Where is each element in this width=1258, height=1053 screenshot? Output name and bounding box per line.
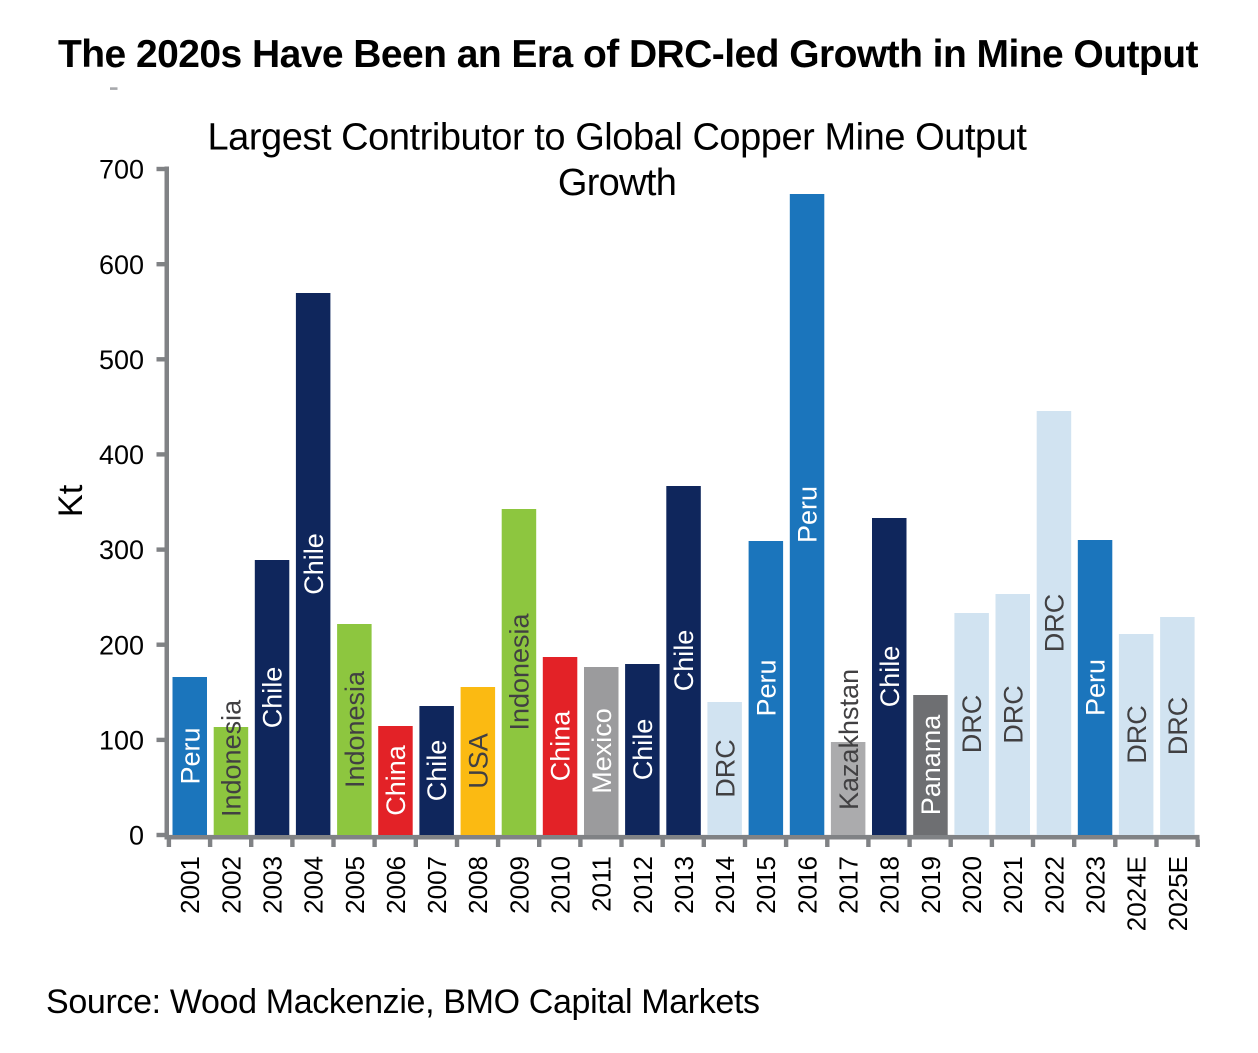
svg-text:2017: 2017: [834, 856, 864, 914]
svg-text:Peru: Peru: [752, 659, 782, 716]
svg-text:USA: USA: [463, 733, 493, 789]
svg-text:2019: 2019: [916, 856, 946, 914]
svg-text:2016: 2016: [792, 856, 822, 914]
svg-text:Peru: Peru: [1081, 659, 1111, 716]
svg-text:2007: 2007: [422, 856, 452, 914]
svg-text:2025E: 2025E: [1163, 856, 1193, 931]
svg-text:700: 700: [99, 155, 144, 185]
svg-text:2014: 2014: [710, 856, 740, 914]
svg-text:2010: 2010: [546, 856, 576, 914]
svg-text:Largest Contributor to Global: Largest Contributor to Global Copper Min…: [207, 117, 1027, 159]
svg-text:Growth: Growth: [558, 162, 676, 204]
svg-text:100: 100: [99, 726, 144, 756]
svg-text:Chile: Chile: [875, 646, 905, 708]
svg-text:Source: Wood Mackenzie, BMO Ca: Source: Wood Mackenzie, BMO Capital Mark…: [46, 983, 760, 1021]
svg-text:The 2020s Have Been an Era of: The 2020s Have Been an Era of DRC-led Gr…: [58, 33, 1198, 76]
svg-text:400: 400: [99, 440, 144, 470]
svg-text:Indonesia: Indonesia: [340, 670, 370, 788]
svg-text:Panama: Panama: [916, 714, 946, 816]
svg-text:Kazakhstan: Kazakhstan: [834, 669, 864, 810]
svg-text:Chile: Chile: [669, 630, 699, 692]
svg-text:2015: 2015: [751, 856, 781, 914]
svg-text:Kt: Kt: [52, 484, 90, 517]
svg-text:DRC: DRC: [957, 695, 987, 754]
svg-text:2005: 2005: [340, 856, 370, 914]
svg-text:2008: 2008: [463, 856, 493, 914]
svg-text:2004: 2004: [299, 856, 329, 914]
svg-text:Indonesia: Indonesia: [217, 699, 247, 817]
svg-text:China: China: [546, 710, 576, 782]
svg-text:DRC: DRC: [1122, 705, 1152, 764]
svg-text:Chile: Chile: [299, 533, 329, 595]
svg-text:Mexico: Mexico: [587, 708, 617, 794]
svg-text:Peru: Peru: [793, 486, 823, 543]
svg-text:300: 300: [99, 535, 144, 565]
svg-text:DRC: DRC: [710, 739, 740, 798]
svg-text:DRC: DRC: [1040, 594, 1070, 653]
svg-text:2022: 2022: [1039, 856, 1069, 914]
svg-text:Indonesia: Indonesia: [505, 612, 535, 730]
svg-text:500: 500: [99, 345, 144, 375]
svg-text:DRC: DRC: [998, 685, 1028, 744]
svg-text:2012: 2012: [628, 856, 658, 914]
svg-text:600: 600: [99, 250, 144, 280]
svg-text:2020: 2020: [957, 856, 987, 914]
svg-text:2024E: 2024E: [1122, 856, 1152, 931]
svg-text:2018: 2018: [875, 856, 905, 914]
svg-text:Chile: Chile: [422, 740, 452, 802]
svg-text:2013: 2013: [669, 856, 699, 914]
svg-text:Peru: Peru: [175, 727, 205, 784]
svg-text:2006: 2006: [381, 856, 411, 914]
svg-text:200: 200: [99, 630, 144, 660]
svg-text:2021: 2021: [998, 856, 1028, 914]
svg-text:DRC: DRC: [1163, 697, 1193, 756]
svg-text:2001: 2001: [175, 856, 205, 914]
svg-text:2023: 2023: [1081, 856, 1111, 914]
svg-text:2002: 2002: [216, 856, 246, 914]
svg-text:2009: 2009: [504, 856, 534, 914]
svg-text:Chile: Chile: [628, 719, 658, 781]
svg-text:0: 0: [129, 821, 144, 851]
svg-text:Chile: Chile: [258, 667, 288, 729]
svg-text:2003: 2003: [257, 856, 287, 914]
svg-text:2011: 2011: [587, 856, 617, 912]
svg-text:China: China: [381, 744, 411, 816]
